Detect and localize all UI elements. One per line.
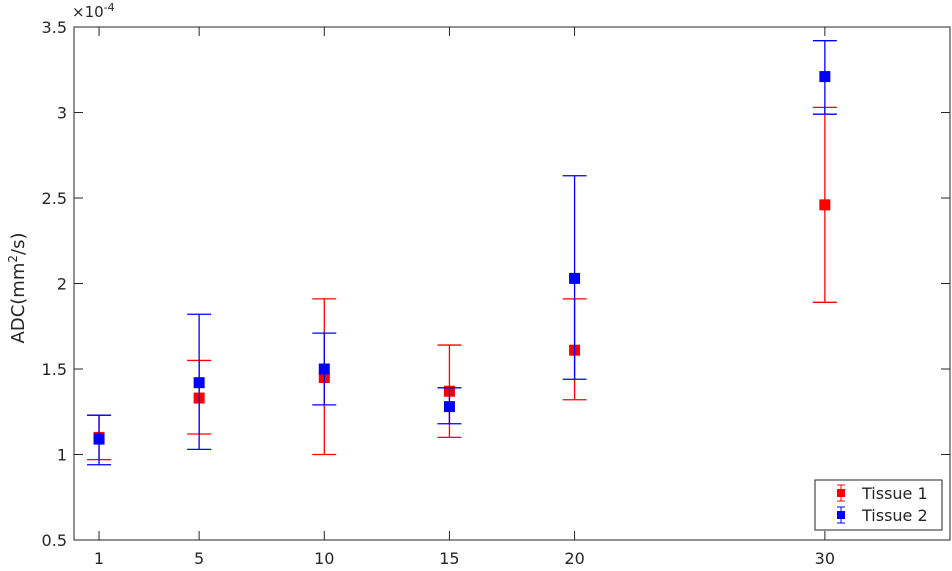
x-tick-label: 1 <box>94 549 104 567</box>
legend-marker-1 <box>837 489 845 497</box>
data-point-2 <box>93 433 105 445</box>
data-point-2 <box>443 401 455 413</box>
x-tick-label: 30 <box>815 549 835 567</box>
y-exponent-label: ×10-4 <box>72 1 115 21</box>
axes <box>73 26 951 541</box>
data-point-2 <box>318 363 330 375</box>
y-tick-label: 0.5 <box>42 531 67 550</box>
legend: Tissue 1 Tissue 2 <box>814 479 943 531</box>
x-tick-label: 10 <box>314 549 334 567</box>
plot-box <box>73 26 951 541</box>
data-point-1 <box>819 199 831 211</box>
x-tick-label: 15 <box>439 549 459 567</box>
series-2 <box>87 40 837 466</box>
data-point-2 <box>819 71 831 83</box>
data-point-2 <box>193 377 205 389</box>
y-tick-label: 3 <box>57 104 67 123</box>
series-layer <box>87 40 837 466</box>
legend-marker-2 <box>837 511 845 519</box>
data-point-2 <box>569 272 581 284</box>
legend-box <box>814 479 943 531</box>
y-tick-label: 2 <box>57 275 67 294</box>
y-axis-label: ADC(mm2/s) <box>6 233 29 344</box>
x-tick-label: 5 <box>194 549 204 567</box>
x-tick-label: 20 <box>564 549 584 567</box>
ticks: 1 5 10 15 20 300.511.522.533.5 <box>42 18 950 568</box>
y-tick-label: 1.5 <box>42 360 67 379</box>
y-tick-label: 3.5 <box>42 18 67 37</box>
legend-label-1: Tissue 1 <box>861 484 928 503</box>
y-tick-label: 1 <box>57 446 67 465</box>
y-tick-label: 2.5 <box>42 189 67 208</box>
legend-label-2: Tissue 2 <box>861 506 928 525</box>
